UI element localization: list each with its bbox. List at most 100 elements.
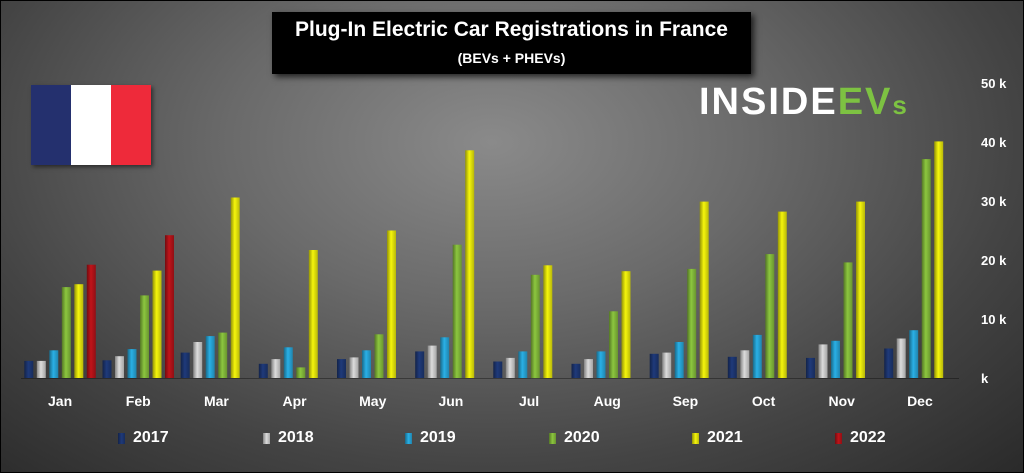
bar-2020-aug (609, 311, 618, 378)
bar-2017-jul (493, 361, 503, 378)
bar-2020-apr (296, 367, 306, 378)
legend: 2017 2018 2019 2020 2021 2022 (1, 429, 1024, 451)
bar-2021-feb (152, 270, 162, 378)
x-tick-label-mar: Mar (204, 393, 229, 409)
flag-blue-stripe (31, 85, 71, 165)
bar-2021-jun (465, 150, 475, 378)
bar-2017-feb (102, 360, 112, 378)
bar-2020-feb (140, 295, 149, 378)
legend-item-2021: 2021 (692, 429, 743, 447)
x-tick-label-nov: Nov (829, 393, 856, 409)
bar-2018-mar (193, 342, 203, 378)
bar-2019-feb (127, 349, 137, 378)
y-tick-label: 40 k (981, 135, 1007, 150)
legend-item-2020: 2020 (549, 429, 600, 447)
bar-2018-may (349, 357, 359, 378)
bar-2017-nov (806, 357, 815, 378)
bar-2019-mar (205, 336, 215, 378)
bar-2020-oct (765, 254, 775, 378)
bar-2019-sep (674, 342, 684, 378)
x-tick-label-feb: Feb (126, 393, 151, 409)
legend-swatch (835, 432, 842, 444)
bar-2018-feb (115, 356, 124, 378)
legend-label: 2021 (707, 429, 743, 446)
bar-2022-jan (86, 264, 96, 378)
bar-2021-jan (74, 284, 84, 378)
legend-swatch (263, 432, 270, 444)
legend-label: 2017 (133, 429, 169, 446)
y-tick-label: 50 k (981, 76, 1007, 91)
bar-2021-sep (699, 201, 709, 378)
x-tick-label-jun: Jun (438, 393, 463, 409)
y-tick-label: 10 k (981, 312, 1007, 327)
chart-title: Plug-In Electric Car Registrations in Fr… (295, 18, 728, 41)
x-tick-label-may: May (359, 393, 386, 409)
x-tick-label-dec: Dec (907, 393, 933, 409)
bar-2017-dec (884, 348, 894, 378)
bar-2020-jul (530, 274, 540, 379)
bar-2021-may (387, 230, 396, 378)
bar-2018-jun (427, 345, 437, 378)
bar-2017-oct (727, 356, 737, 378)
bar-2018-apr (271, 359, 281, 378)
bar-2019-apr (283, 347, 293, 378)
bar-2021-aug (621, 271, 631, 378)
x-tick-label-oct: Oct (752, 393, 776, 409)
flag-red-stripe (111, 85, 151, 165)
bar-2019-aug (596, 351, 606, 378)
bar-2018-dec (896, 338, 906, 378)
bar-2017-aug (571, 363, 581, 378)
bar-2019-jul (518, 351, 528, 378)
bar-2019-nov (831, 340, 840, 378)
bar-2017-may (337, 359, 346, 378)
bar-2018-aug (584, 359, 593, 378)
legend-label: 2018 (278, 429, 314, 446)
bar-2020-mar (218, 332, 228, 378)
bar-2019-jun (440, 337, 450, 378)
bar-2017-sep (649, 353, 659, 378)
bar-2017-jan (24, 360, 34, 378)
x-tick-label-apr: Apr (283, 393, 308, 409)
bar-2021-apr (308, 250, 318, 378)
bar-2019-may (362, 350, 371, 378)
bar-2018-nov (818, 344, 828, 378)
legend-label: 2020 (564, 429, 600, 446)
x-tick-label-sep: Sep (673, 393, 699, 409)
bar-2020-nov (843, 262, 853, 378)
legend-item-2017: 2017 (118, 429, 169, 447)
bar-2018-jan (36, 360, 46, 378)
legend-label: 2019 (420, 429, 456, 446)
bar-2017-apr (258, 363, 268, 378)
legend-item-2018: 2018 (263, 429, 314, 447)
legend-label: 2022 (850, 429, 886, 446)
x-tick-label-jul: Jul (519, 393, 539, 409)
y-tick-label: 30 k (981, 194, 1007, 209)
bar-2021-nov (856, 201, 865, 378)
bar-2018-sep (662, 352, 672, 378)
bar-2018-oct (740, 350, 750, 378)
y-tick-label: k (981, 371, 989, 386)
bar-2021-oct (777, 211, 787, 378)
bar-2022-feb (165, 235, 174, 378)
bar-2021-dec (934, 141, 944, 378)
bar-2020-may (374, 334, 384, 378)
bar-2020-sep (687, 268, 697, 378)
bar-2020-jun (452, 244, 462, 378)
legend-swatch (549, 432, 556, 444)
x-tick-label-aug: Aug (594, 393, 621, 409)
y-tick-label: 20 k (981, 253, 1007, 268)
bar-2019-dec (909, 330, 919, 378)
bar-2017-mar (180, 352, 190, 378)
flag-white-stripe (71, 85, 111, 165)
bar-2017-jun (415, 351, 425, 378)
legend-item-2019: 2019 (405, 429, 456, 447)
france-flag (31, 85, 151, 165)
bar-2021-jul (543, 265, 553, 378)
bar-2019-oct (752, 334, 762, 378)
bar-2018-jul (505, 357, 515, 378)
bar-2021-mar (230, 197, 240, 378)
legend-item-2022: 2022 (835, 429, 886, 447)
legend-swatch (118, 432, 125, 444)
